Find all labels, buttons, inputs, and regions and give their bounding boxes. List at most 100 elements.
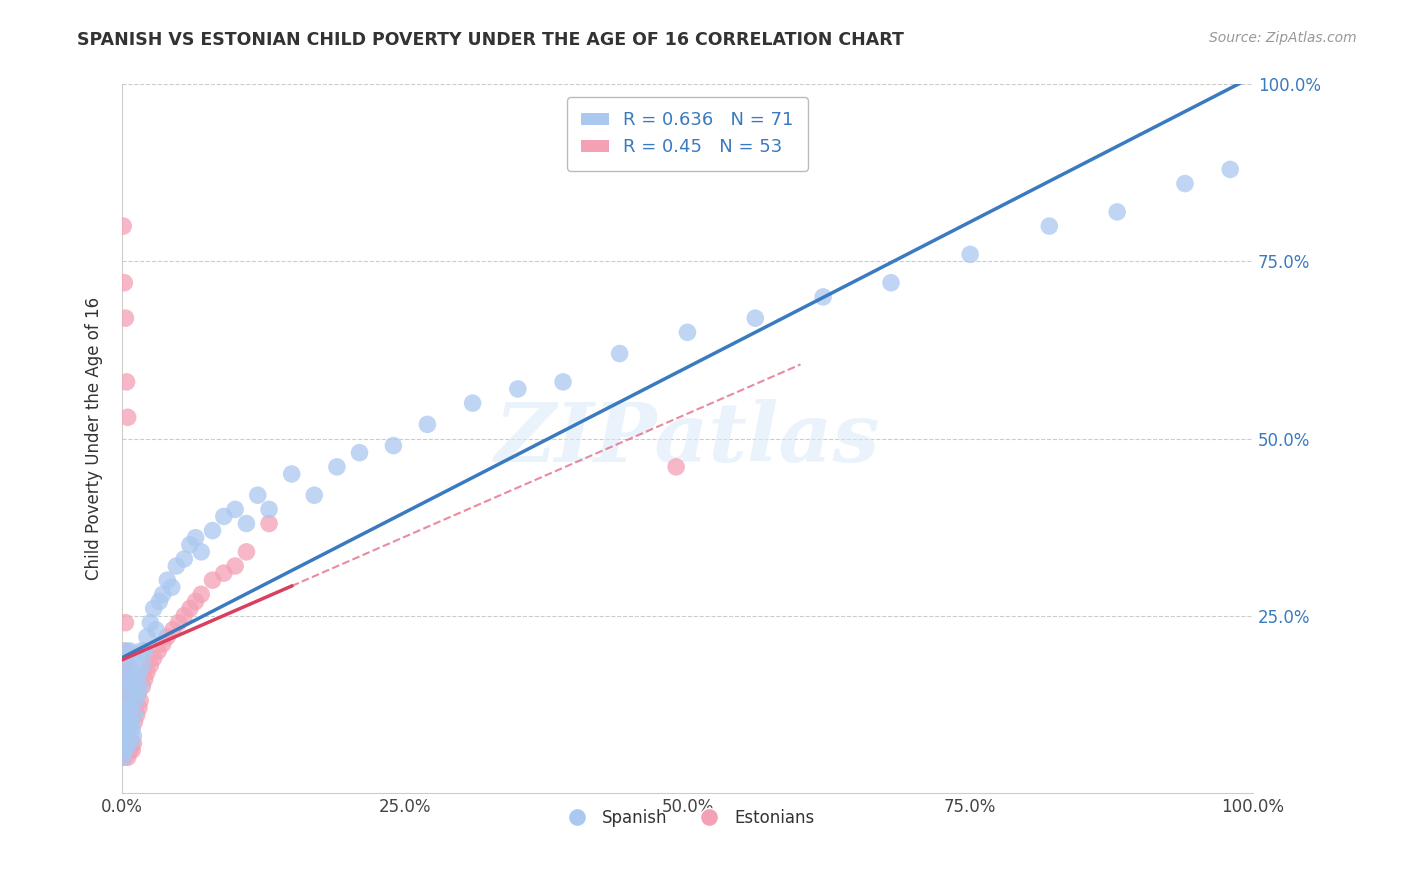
- Point: [117, 729, 139, 743]
- Point: [136, 665, 159, 680]
- Point: [124, 651, 146, 665]
- Point: [156, 573, 179, 587]
- Point: [112, 276, 135, 290]
- Point: [156, 630, 179, 644]
- Point: [246, 488, 269, 502]
- Point: [115, 736, 138, 750]
- Point: [139, 658, 162, 673]
- Point: [112, 700, 135, 714]
- Point: [112, 219, 135, 233]
- Point: [128, 665, 150, 680]
- Point: [115, 651, 138, 665]
- Point: [122, 686, 145, 700]
- Point: [349, 446, 371, 460]
- Point: [128, 700, 150, 714]
- Point: [118, 673, 141, 687]
- Point: [118, 686, 141, 700]
- Point: [124, 693, 146, 707]
- Point: [118, 707, 141, 722]
- Point: [127, 686, 149, 700]
- Point: [112, 743, 135, 757]
- Point: [117, 658, 139, 673]
- Point: [121, 680, 143, 694]
- Point: [114, 615, 136, 630]
- Point: [201, 573, 224, 587]
- Point: [235, 516, 257, 531]
- Point: [131, 680, 153, 694]
- Point: [152, 587, 174, 601]
- Text: ZIPatlas: ZIPatlas: [495, 399, 880, 478]
- Point: [162, 623, 184, 637]
- Point: [114, 743, 136, 757]
- Point: [120, 736, 142, 750]
- Point: [304, 488, 326, 502]
- Point: [115, 700, 138, 714]
- Point: [212, 509, 235, 524]
- Point: [115, 707, 138, 722]
- Point: [118, 736, 141, 750]
- Text: SPANISH VS ESTONIAN CHILD POVERTY UNDER THE AGE OF 16 CORRELATION CHART: SPANISH VS ESTONIAN CHILD POVERTY UNDER …: [77, 31, 904, 49]
- Point: [224, 502, 246, 516]
- Point: [136, 630, 159, 644]
- Point: [1038, 219, 1060, 233]
- Point: [120, 665, 142, 680]
- Point: [811, 290, 834, 304]
- Point: [118, 722, 141, 736]
- Point: [326, 459, 349, 474]
- Point: [382, 439, 405, 453]
- Point: [124, 714, 146, 729]
- Point: [134, 644, 156, 658]
- Point: [179, 538, 201, 552]
- Point: [117, 410, 139, 425]
- Point: [152, 637, 174, 651]
- Point: [121, 707, 143, 722]
- Point: [120, 693, 142, 707]
- Point: [117, 750, 139, 764]
- Point: [139, 615, 162, 630]
- Point: [118, 644, 141, 658]
- Point: [117, 693, 139, 707]
- Point: [112, 700, 135, 714]
- Point: [145, 623, 167, 637]
- Point: [184, 594, 207, 608]
- Point: [280, 467, 302, 481]
- Point: [134, 673, 156, 687]
- Point: [121, 722, 143, 736]
- Point: [112, 750, 135, 764]
- Point: [179, 601, 201, 615]
- Point: [235, 545, 257, 559]
- Point: [167, 615, 190, 630]
- Point: [257, 502, 280, 516]
- Point: [117, 714, 139, 729]
- Point: [125, 673, 148, 687]
- Point: [122, 729, 145, 743]
- Point: [114, 680, 136, 694]
- Point: [118, 700, 141, 714]
- Point: [114, 665, 136, 680]
- Point: [959, 247, 981, 261]
- Point: [114, 714, 136, 729]
- Point: [201, 524, 224, 538]
- Point: [114, 311, 136, 326]
- Point: [117, 673, 139, 687]
- Point: [190, 587, 212, 601]
- Point: [118, 729, 141, 743]
- Point: [131, 658, 153, 673]
- Point: [1174, 177, 1197, 191]
- Point: [124, 693, 146, 707]
- Point: [125, 707, 148, 722]
- Point: [744, 311, 766, 326]
- Point: [112, 750, 135, 764]
- Point: [257, 516, 280, 531]
- Y-axis label: Child Poverty Under the Age of 16: Child Poverty Under the Age of 16: [86, 297, 103, 580]
- Point: [112, 722, 135, 736]
- Point: [665, 459, 688, 474]
- Legend: Spanish, Estonians: Spanish, Estonians: [554, 803, 821, 834]
- Point: [122, 680, 145, 694]
- Point: [676, 326, 699, 340]
- Point: [173, 552, 195, 566]
- Point: [190, 545, 212, 559]
- Point: [148, 594, 170, 608]
- Point: [115, 736, 138, 750]
- Point: [165, 559, 187, 574]
